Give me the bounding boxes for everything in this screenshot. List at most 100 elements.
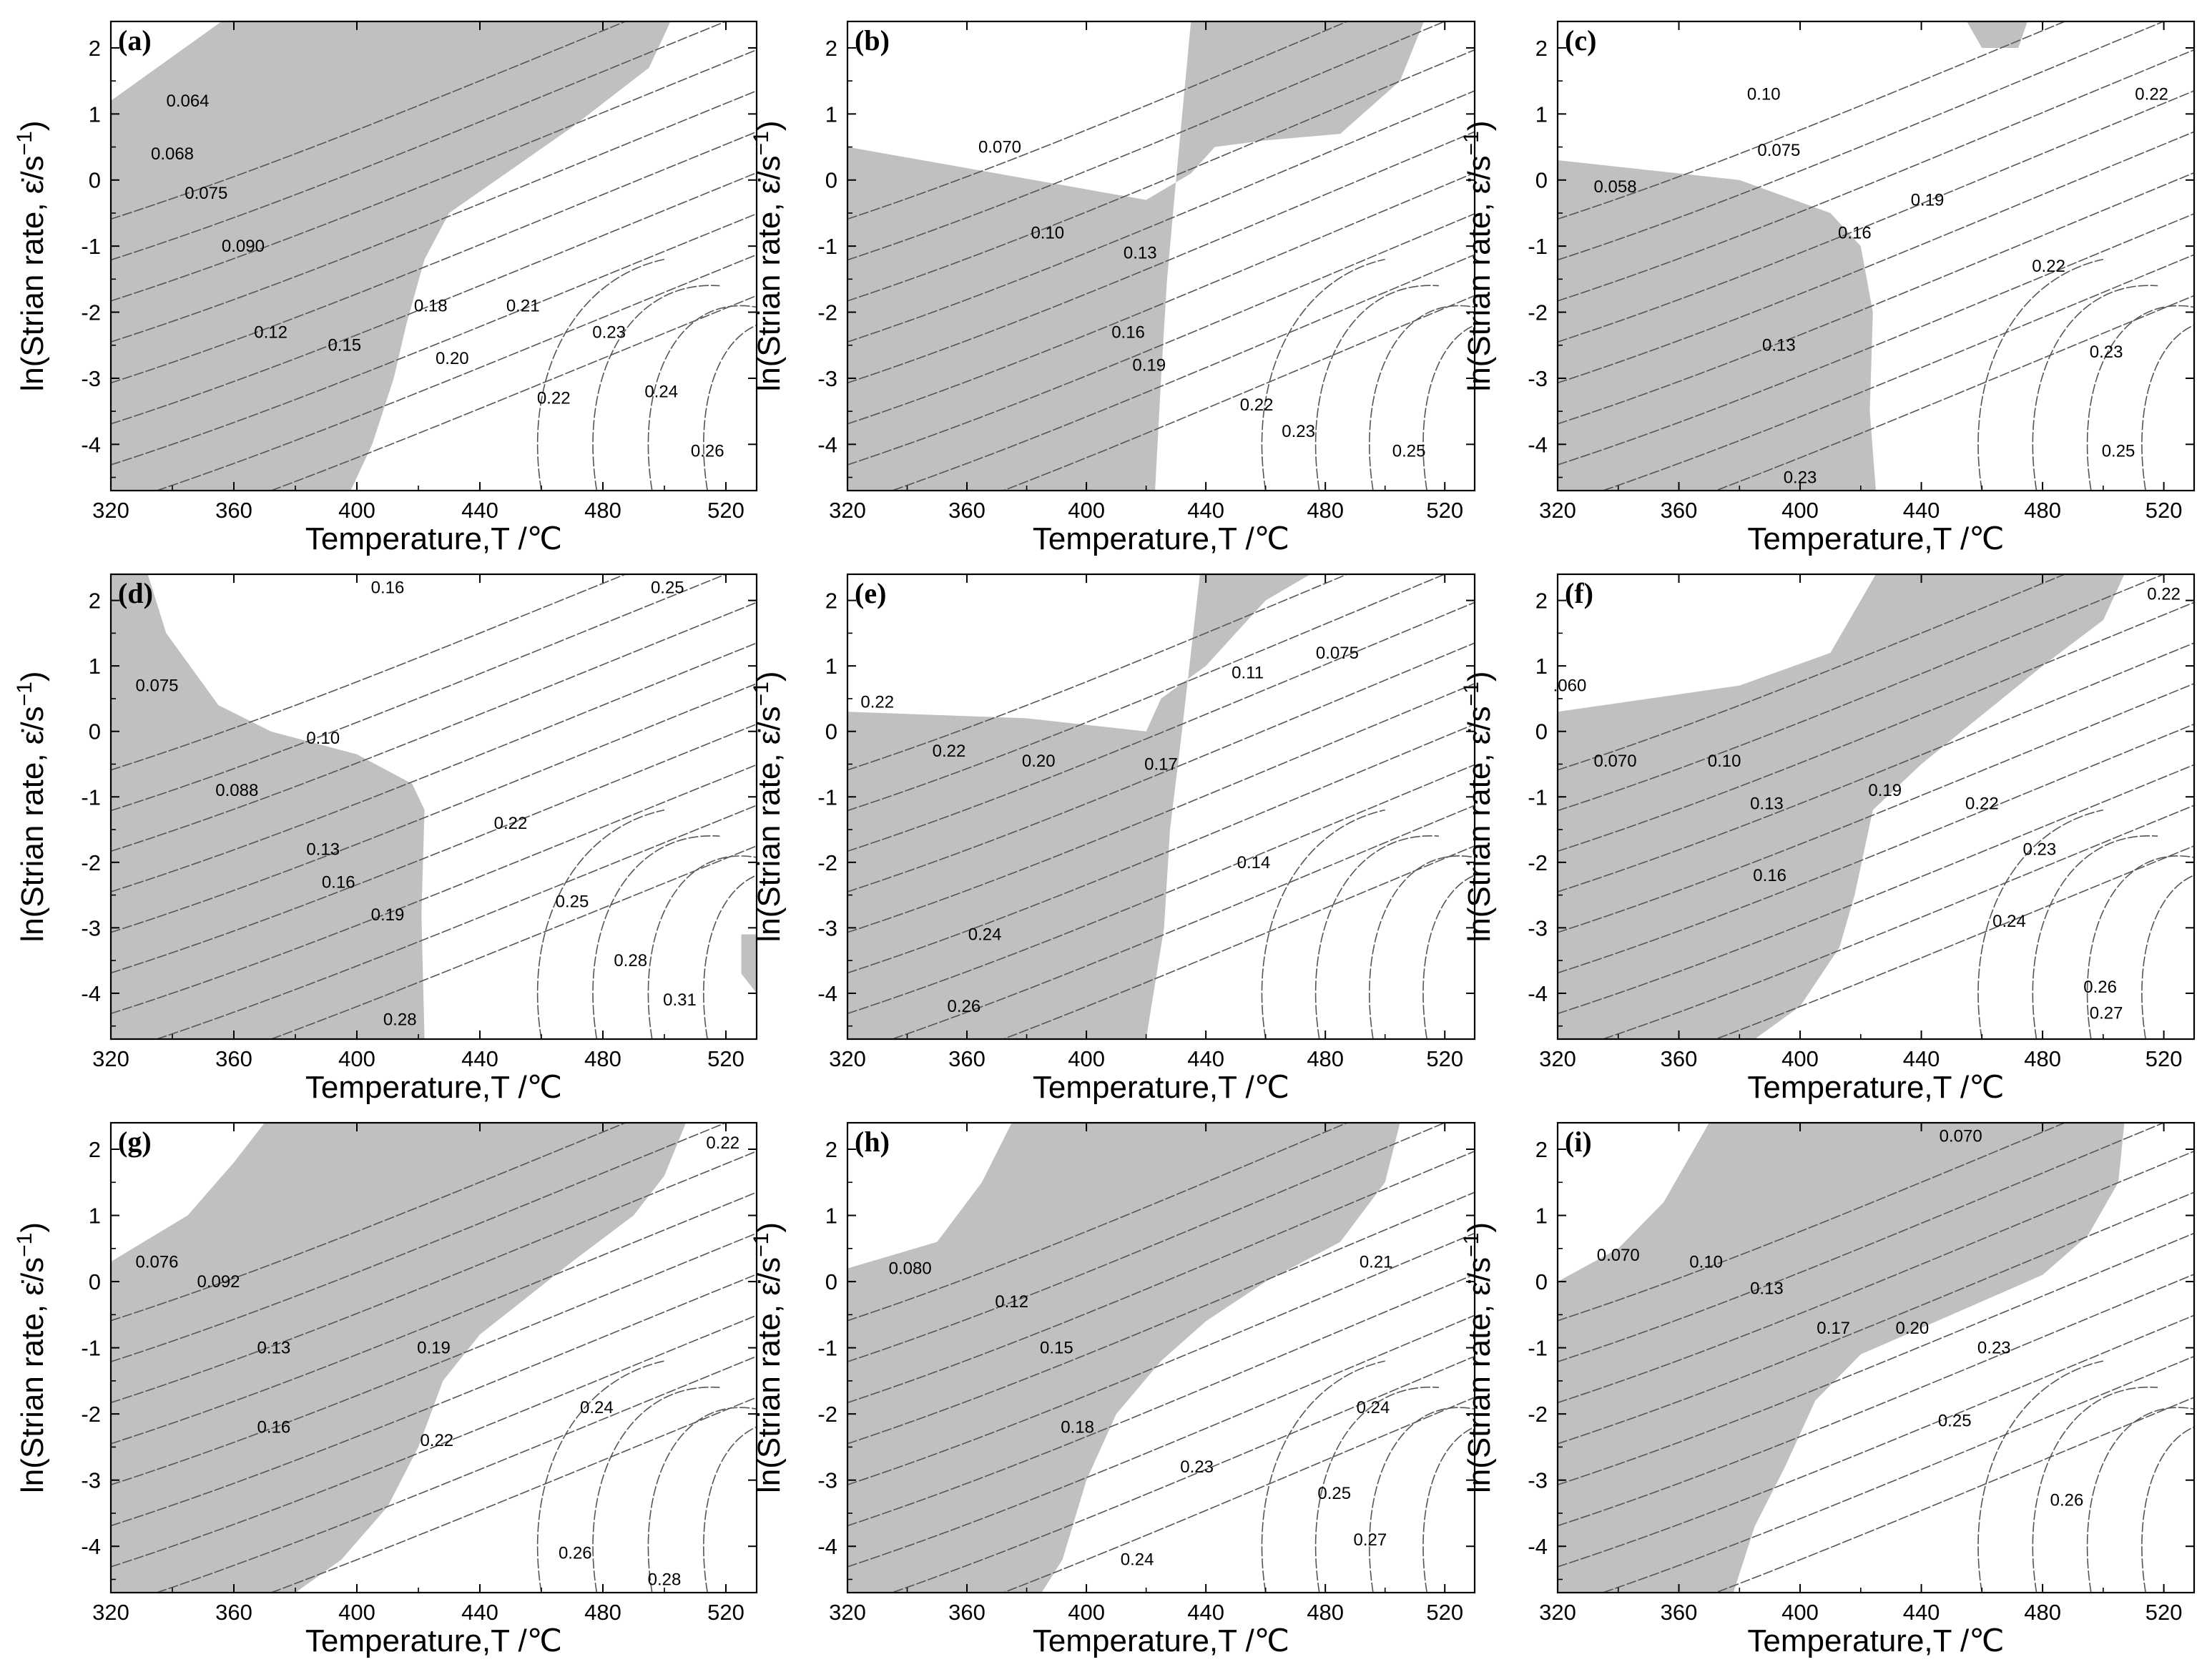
contour-label: 0.22: [420, 1431, 453, 1450]
contour-lines: [1558, 574, 2194, 1039]
contour-label: 0.25: [1317, 1484, 1351, 1503]
x-tick-label: 320: [1539, 498, 1576, 523]
x-tick-label: 320: [92, 498, 129, 523]
contour-label: 0.12: [254, 323, 287, 342]
y-tick-label: 2: [89, 1137, 101, 1162]
contour-line: [111, 1191, 757, 1445]
y-axis-label-symbol: ε̇: [752, 1280, 787, 1296]
contour-line: [847, 131, 1475, 384]
x-tick-label: 360: [1661, 498, 1698, 523]
contour-label: 0.13: [1124, 243, 1157, 262]
y-tick-label: 2: [825, 589, 837, 614]
contour-label: 0.26: [559, 1543, 592, 1563]
contour-lines: [111, 21, 757, 491]
panel-h: 0.080 0.12 0.15 0.18 0.21 0.23 0.24 0.25 0.27 0.2…: [749, 1121, 1476, 1658]
contour-label: 0.070: [1597, 1246, 1640, 1265]
y-tick-label: -1: [81, 1336, 101, 1361]
contour-line: [847, 1191, 1475, 1445]
contour-lines: [847, 574, 1475, 1039]
contour-line: [154, 1355, 757, 1593]
instability-region: [111, 21, 671, 491]
y-axis-label-unit: /s: [15, 706, 50, 730]
contour-line: [1558, 213, 2194, 466]
contour-line: [2086, 305, 2194, 491]
contour-line: [1314, 285, 1439, 491]
contour-line: [890, 805, 1475, 1039]
x-tick-label: 520: [2145, 498, 2183, 523]
contour-line: [847, 1123, 1447, 1362]
x-tick-label: 400: [1068, 1600, 1105, 1625]
x-axis-label: Temperature,T /℃: [1033, 521, 1289, 556]
y-axis-label-suffix: ): [1462, 120, 1497, 131]
y-tick-label: -3: [81, 366, 101, 391]
contour-label: 0.064: [166, 92, 209, 111]
x-tick-label: 440: [1903, 1600, 1940, 1625]
contour-line: [847, 1274, 1475, 1527]
x-tick-label: 440: [1903, 1046, 1940, 1071]
contour-line: [592, 835, 720, 1039]
x-tick-label: 320: [92, 1600, 129, 1625]
contour-line: [1558, 21, 2166, 261]
contour-line: [703, 1426, 757, 1593]
contour-label: 0.19: [371, 905, 405, 925]
contour-label: 0.27: [2090, 1003, 2123, 1023]
panel-label: (d): [118, 577, 153, 609]
contour-label: 0.18: [1061, 1418, 1094, 1437]
y-axis-label: ln(Strian rate, ε̇/s−1): [749, 120, 787, 391]
y-tick-label: 1: [1535, 102, 1548, 127]
contour-line: [1369, 1407, 1475, 1593]
contour-label: 0.25: [556, 892, 589, 912]
contour-line: [1001, 1397, 1475, 1593]
instability-region: [1558, 574, 2125, 1039]
contour-line: [1558, 723, 2194, 974]
x-tick-label: 480: [584, 498, 621, 523]
panel-g: 0.076 0.092 0.13 0.19 0.16 0.22 0.24 0.22 0.26 0.…: [13, 1121, 758, 1658]
x-tick-label: 360: [948, 498, 985, 523]
contour-label: 0.24: [968, 925, 1002, 945]
panel-a: 0.064 0.068 0.075 0.090 0.12 0.15 0.18 0.20 0.21…: [13, 20, 758, 556]
contour-label: 0.18: [414, 296, 448, 315]
panel-f: .060 0.070 0.10 0.13 0.19 0.22 0.16 0.23 0.24 0.2…: [1460, 573, 2196, 1105]
contour-line: [1558, 1123, 2166, 1362]
contour-line: [536, 1360, 665, 1593]
contour-label: 0.070: [1593, 752, 1636, 771]
contour-label: 0.10: [1747, 85, 1781, 104]
contour-line: [1558, 1232, 2194, 1485]
contour-line: [847, 90, 1475, 343]
contour-line: [1601, 254, 2194, 491]
contour-label: 0.26: [691, 442, 724, 461]
contour-line: [1558, 1191, 2194, 1445]
y-axis-label-prefix: ln(Strian rate,: [15, 1296, 50, 1493]
plot-frame: [109, 20, 758, 492]
y-axis-label: ln(Strian rate, ε̇/s−1): [1460, 120, 1497, 391]
x-tick-label: 320: [829, 1600, 866, 1625]
contour-label: 0.22: [933, 742, 966, 761]
contour-label: 0.20: [436, 349, 469, 368]
contour-label: 0.12: [995, 1292, 1028, 1312]
contour-line: [647, 855, 757, 1039]
contour-label: 0.20: [1022, 752, 1056, 771]
contour-line: [847, 172, 1475, 425]
x-tick-label: 520: [1426, 1046, 1463, 1071]
contour-label: 0.16: [1753, 866, 1786, 885]
contour-label: 0.076: [135, 1252, 178, 1272]
contour-label: 0.16: [1111, 323, 1145, 342]
y-tick-label: -3: [1528, 915, 1548, 940]
y-axis-label: ln(Strian rate, ε̇/s−1): [1460, 1222, 1497, 1493]
contour-line: [1977, 258, 2104, 491]
contour-line: [111, 601, 757, 852]
contour-line: [111, 21, 727, 261]
contour-label: 0.14: [1237, 853, 1271, 872]
panel-b: 0.070 0.10 0.13 0.16 0.19 0.22 0.23 0.25 320 360 4…: [749, 20, 1476, 556]
contour-label: 0.22: [2032, 257, 2065, 276]
contour-line: [111, 683, 757, 933]
contour-label: 0.13: [257, 1339, 291, 1358]
contour-label: 0.24: [580, 1398, 614, 1417]
y-tick-label: 2: [825, 1137, 837, 1162]
contour-label: 0.075: [185, 184, 227, 203]
y-tick-label: 1: [1535, 654, 1548, 679]
contour-label: 0.16: [371, 578, 405, 597]
contour-line: [847, 642, 1475, 892]
contour-lines: [111, 574, 757, 1039]
contour-label: 0.17: [1817, 1319, 1850, 1338]
